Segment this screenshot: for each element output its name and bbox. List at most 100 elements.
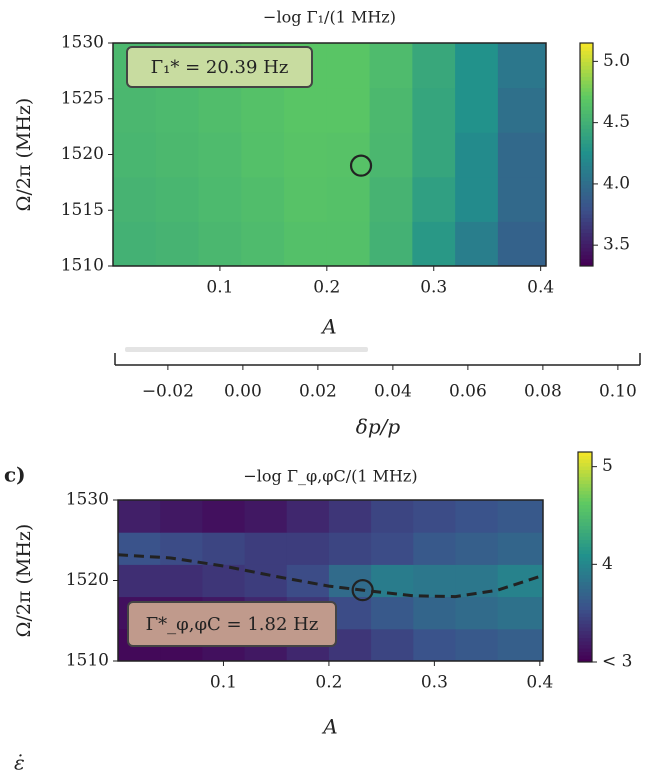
colorbar-step [578, 623, 592, 628]
heat-cell [413, 596, 456, 630]
colorbar-step [580, 57, 593, 63]
colorbar-step [580, 53, 593, 59]
colorbar-tick-label: 3.5 [603, 235, 630, 255]
heat-cell [118, 564, 161, 598]
colorbar-step [580, 94, 593, 100]
y-tick-label: 1525 [61, 88, 104, 108]
footnote: ε̇ [14, 751, 25, 770]
x-tick-label: 0.2 [315, 673, 342, 693]
colorbar-step [578, 612, 592, 617]
annotation: Γ₁* = 20.39 Hz [151, 57, 289, 78]
x-tick-label: 0.4 [526, 673, 553, 693]
heat-cell [241, 87, 285, 133]
x-tick-label: 0.08 [524, 382, 562, 402]
heat-cell [328, 532, 372, 565]
colorbar-step [578, 658, 592, 663]
colorbar-step [578, 532, 592, 537]
colorbar-step [578, 549, 592, 554]
heat-cell [497, 132, 547, 178]
colorbar-step [580, 101, 593, 107]
heat-cell [198, 176, 242, 222]
heat-cell [198, 221, 242, 267]
y-tick-label: 1520 [66, 570, 109, 590]
heat-cell [160, 532, 203, 565]
heat-cell [455, 176, 499, 222]
colorbar-step [578, 609, 592, 614]
x-axis-label: δp/p [356, 415, 401, 439]
heat-cell [286, 532, 330, 565]
heat-cell [155, 87, 200, 133]
heat-cell [241, 132, 285, 178]
dashed-line [117, 553, 541, 599]
heat-cell [412, 132, 456, 178]
colorbar-step [578, 472, 592, 477]
colorbar-step [580, 232, 593, 237]
colorbar-step [580, 87, 593, 92]
heat-cell [241, 176, 285, 222]
colorbar-step [580, 135, 593, 141]
colorbar-step [578, 626, 592, 631]
colorbar-step [580, 68, 593, 74]
colorbar-step [578, 455, 592, 460]
heat-cell [371, 500, 414, 533]
colorbar-step [578, 598, 592, 603]
chart-title: −log Γ₁/(1 MHz) [263, 8, 396, 27]
colorbar-step [580, 220, 593, 226]
colorbar-step [580, 250, 593, 256]
x-tick-label: 0.4 [527, 278, 554, 298]
colorbar-tick-label: 4.5 [603, 112, 630, 132]
heat-cell [155, 221, 200, 267]
colorbar-step [580, 187, 593, 193]
colorbar-step [578, 560, 592, 565]
colorbar-step [580, 46, 593, 51]
colorbar-step [578, 469, 592, 474]
heat-cell [113, 176, 157, 222]
colorbar-step [578, 476, 592, 481]
colorbar-step [580, 161, 593, 167]
colorbar-step [580, 75, 593, 81]
heat-cell [413, 500, 456, 533]
colorbar-step [580, 79, 593, 85]
heat-cell [155, 132, 200, 178]
heat-cell [326, 87, 371, 133]
y-axis-label: Ω/2π (MHz) [13, 98, 35, 212]
colorbar-tick-label: < 3 [602, 652, 632, 672]
colorbar-step [580, 109, 593, 115]
heat-cell [455, 500, 499, 533]
colorbar-tick-label: 4 [602, 554, 613, 574]
heat-cell [413, 628, 456, 662]
heat-cell [244, 564, 288, 598]
heat-cell [497, 532, 544, 565]
colorbar-step [578, 640, 592, 645]
annotation: Γ*_φ,φC = 1.82 Hz [146, 614, 319, 635]
colorbar-step [580, 202, 593, 208]
y-tick-label: 1530 [66, 490, 109, 510]
heat-cell [244, 532, 288, 565]
x-tick-label: 0.00 [224, 382, 262, 402]
heat-cell [326, 176, 371, 222]
colorbar-step [580, 168, 593, 174]
colorbar-frame [579, 42, 594, 267]
heat-cell [160, 564, 203, 598]
colorbar-tick-label: 5 [602, 456, 613, 476]
heat-cell [202, 500, 246, 533]
colorbar-step [580, 165, 593, 170]
colorbar-step [578, 633, 592, 638]
colorbar-step [578, 637, 592, 642]
colorbar-step [580, 42, 593, 48]
colorbar-step [578, 595, 592, 600]
colorbar-step [580, 243, 593, 248]
colorbar-step [578, 479, 592, 484]
faded-shape [125, 347, 368, 352]
heat-cell [497, 500, 544, 533]
colorbar-step [580, 254, 593, 260]
heat-cell [455, 87, 499, 133]
heat-cell [369, 132, 413, 178]
colorbar-step [578, 567, 592, 572]
heat-cell [413, 532, 456, 565]
heat-cell [455, 132, 499, 178]
colorbar-step [580, 124, 593, 129]
colorbar-step [580, 224, 593, 230]
colorbar-step [578, 542, 592, 547]
